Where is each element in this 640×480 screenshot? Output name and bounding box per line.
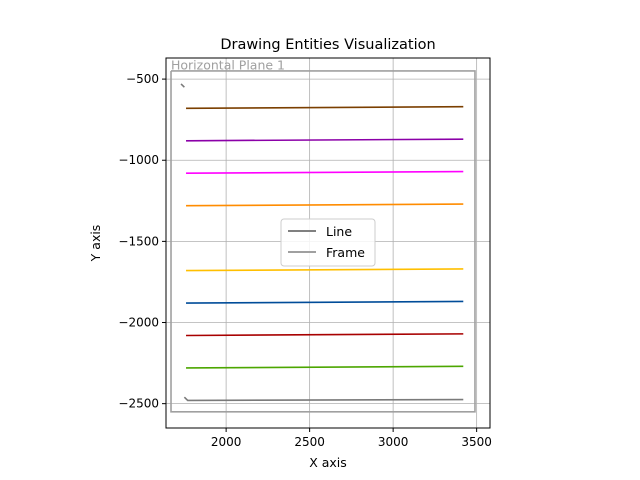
plane-annotation: Horizontal Plane 1 [171, 57, 285, 72]
line-entity-2 [186, 105, 464, 110]
line-entity-6 [186, 268, 464, 272]
frame-rectangle [170, 70, 476, 413]
line-entity-9 [186, 365, 464, 369]
legend-line-label: Line [326, 224, 352, 239]
series-layer: Horizontal Plane 1 [170, 57, 476, 413]
legend: Line Frame [280, 218, 376, 267]
line-entity-5 [186, 203, 464, 207]
line-entity-4 [186, 170, 464, 175]
y-tick-label: −1000 [118, 153, 159, 167]
axes-frame [165, 57, 491, 429]
x-tick-label: 3500 [461, 435, 492, 449]
ticks: 2000 2500 3000 3500 −500 −1000 −1500 −2000 −2500 [118, 72, 492, 449]
legend-frame-label: Frame [326, 245, 365, 260]
x-tick-label: 2000 [211, 435, 242, 449]
line-entity-1 [180, 83, 185, 88]
line-entity-7 [186, 300, 464, 304]
y-tick-label: −2000 [118, 316, 159, 330]
y-axis-label: Y axis [88, 225, 103, 263]
x-tick-label: 2500 [294, 435, 325, 449]
y-tick-label: −500 [126, 72, 159, 86]
x-axis-label: X axis [309, 455, 347, 470]
x-tick-label: 3000 [378, 435, 409, 449]
line-entity-3 [186, 138, 464, 142]
line-entity-8 [186, 333, 464, 337]
line-entity-10 [183, 396, 464, 402]
y-tick-label: −1500 [118, 234, 159, 248]
chart-title: Drawing Entities Visualization [220, 37, 435, 53]
y-tick-label: −2500 [118, 397, 159, 411]
